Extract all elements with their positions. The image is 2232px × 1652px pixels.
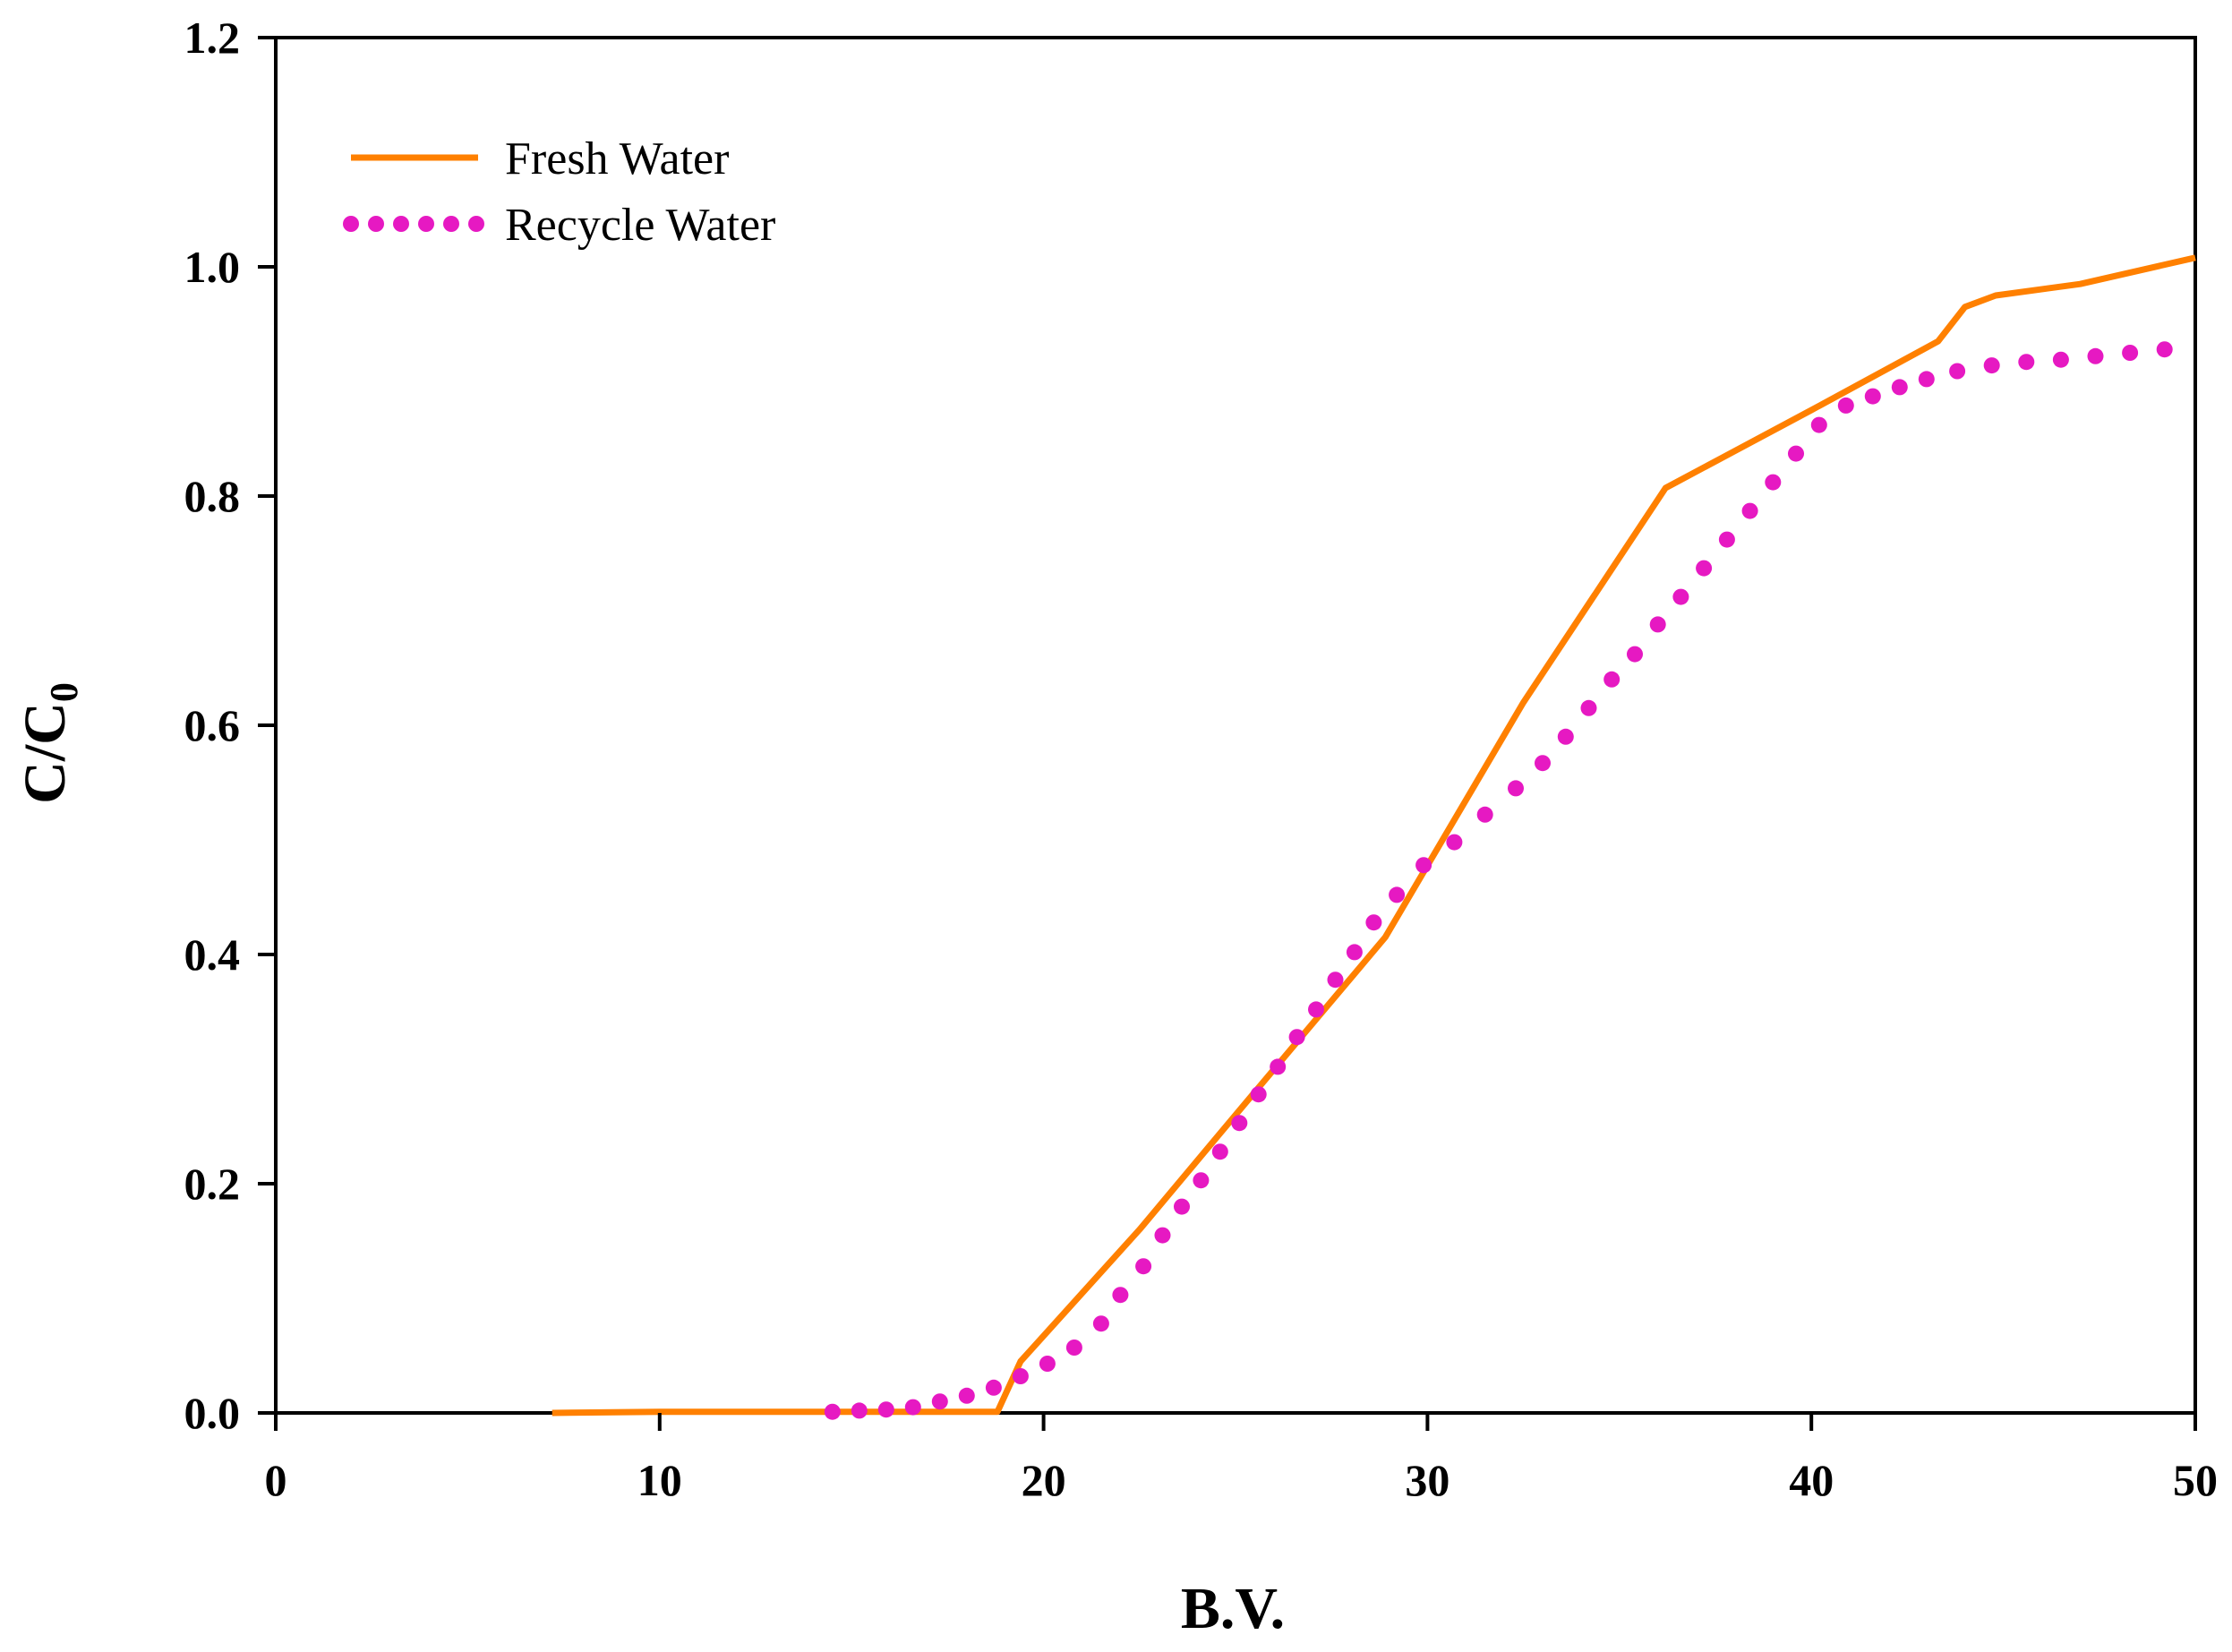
series-point-recycle-water: [824, 1403, 841, 1420]
series-point-recycle-water: [1810, 416, 1827, 433]
series-point-recycle-water: [985, 1379, 1002, 1396]
series-point-recycle-water: [1211, 1143, 1228, 1160]
series-point-recycle-water: [1174, 1198, 1190, 1215]
legend-swatch-recycle-water: [418, 216, 434, 232]
series-point-recycle-water: [1476, 806, 1493, 823]
series-point-recycle-water: [1603, 671, 1621, 688]
series-point-recycle-water: [1065, 1340, 1082, 1356]
series-point-recycle-water: [1672, 588, 1689, 605]
x-axis-title: B.V.: [1181, 1576, 1285, 1641]
legend-swatch-recycle-water: [443, 216, 459, 232]
series-point-recycle-water: [958, 1387, 975, 1404]
series-point-recycle-water: [1270, 1058, 1287, 1075]
series-point-recycle-water: [2052, 351, 2069, 368]
legend-label-recycle-water: Recycle Water: [505, 200, 775, 251]
x-tick-label: 30: [1405, 1455, 1450, 1505]
series-point-recycle-water: [1580, 699, 1597, 716]
series-point-recycle-water: [1415, 857, 1432, 874]
series-point-recycle-water: [2018, 354, 2035, 371]
x-tick-label: 10: [637, 1455, 682, 1505]
y-tick-label: 1.0: [184, 242, 241, 292]
y-tick-label: 0.8: [184, 471, 241, 521]
series-point-recycle-water: [1557, 728, 1574, 745]
y-tick-label: 1.2: [184, 13, 241, 63]
y-tick-label: 0.2: [184, 1159, 241, 1209]
series-point-recycle-water: [851, 1402, 868, 1419]
x-tick-label: 50: [2173, 1455, 2218, 1505]
x-tick-label: 40: [1789, 1455, 1834, 1505]
y-tick-label: 0.6: [184, 700, 241, 750]
y-tick-label: 0.4: [184, 929, 241, 980]
series-point-recycle-water: [1741, 502, 1758, 519]
series-point-recycle-water: [1949, 363, 1966, 380]
svg-text:C/C0: C/C0: [13, 682, 86, 804]
series-point-recycle-water: [1788, 445, 1804, 462]
legend-swatch-recycle-water: [368, 216, 384, 232]
legend-swatch-recycle-water: [393, 216, 409, 232]
series-point-recycle-water: [1012, 1368, 1029, 1384]
series-point-recycle-water: [1918, 371, 1935, 388]
series-point-recycle-water: [1112, 1287, 1129, 1304]
legend: Fresh Water Recycle Water: [343, 133, 775, 251]
series-point-recycle-water: [1039, 1356, 1056, 1372]
y-tick-label: 0.0: [184, 1388, 241, 1438]
series-point-recycle-water: [1154, 1227, 1171, 1244]
series-point-recycle-water: [1696, 560, 1713, 577]
x-tick-label: 0: [265, 1455, 287, 1505]
series-point-recycle-water: [1891, 379, 1908, 396]
series-point-recycle-water: [1288, 1029, 1305, 1046]
series-point-recycle-water: [1446, 834, 1463, 851]
series-point-recycle-water: [1092, 1315, 1109, 1332]
series-point-recycle-water: [1231, 1115, 1248, 1132]
legend-swatch-recycle-water: [468, 216, 484, 232]
ticks-layer: 0 10 20 30 40 50 0.0 0.2 0.4 0.6 0.8 1.0 1.2: [184, 13, 2219, 1505]
series-point-recycle-water: [877, 1401, 894, 1418]
legend-label-fresh-water: Fresh Water: [505, 133, 729, 184]
series-point-recycle-water: [1327, 972, 1344, 989]
series-point-recycle-water: [1765, 474, 1782, 491]
legend-swatch-recycle-water: [343, 216, 359, 232]
series-point-recycle-water: [1864, 388, 1881, 405]
series-point-recycle-water: [1508, 780, 1524, 797]
series-point-recycle-water: [1389, 886, 1406, 903]
series-point-recycle-water: [1983, 357, 2000, 374]
series-point-recycle-water: [1649, 616, 1666, 633]
series-point-recycle-water: [1627, 646, 1643, 663]
series-line-fresh-water: [552, 254, 2196, 1417]
y-axis-title-main: C/C: [13, 702, 78, 804]
series-point-recycle-water: [2122, 345, 2139, 361]
series-point-recycle-water: [1193, 1172, 1210, 1189]
series-point-recycle-water: [2156, 341, 2173, 358]
series-point-recycle-water: [1535, 755, 1551, 772]
series-point-recycle-water: [1135, 1258, 1152, 1275]
series-point-recycle-water: [1718, 531, 1735, 548]
y-axis-title-subscript: 0: [42, 682, 86, 702]
series-point-recycle-water: [2087, 347, 2104, 364]
series-point-recycle-water: [1308, 1001, 1324, 1018]
series-point-recycle-water: [904, 1399, 921, 1416]
y-axis-title: C/C0: [13, 682, 86, 804]
series-layer: [552, 254, 2196, 1420]
x-tick-label: 20: [1022, 1455, 1066, 1505]
series-point-recycle-water: [931, 1393, 948, 1410]
series-point-recycle-water: [1365, 914, 1382, 931]
series-point-recycle-water: [1250, 1086, 1267, 1103]
series-point-recycle-water: [1837, 397, 1854, 414]
series-point-recycle-water: [1346, 944, 1363, 961]
